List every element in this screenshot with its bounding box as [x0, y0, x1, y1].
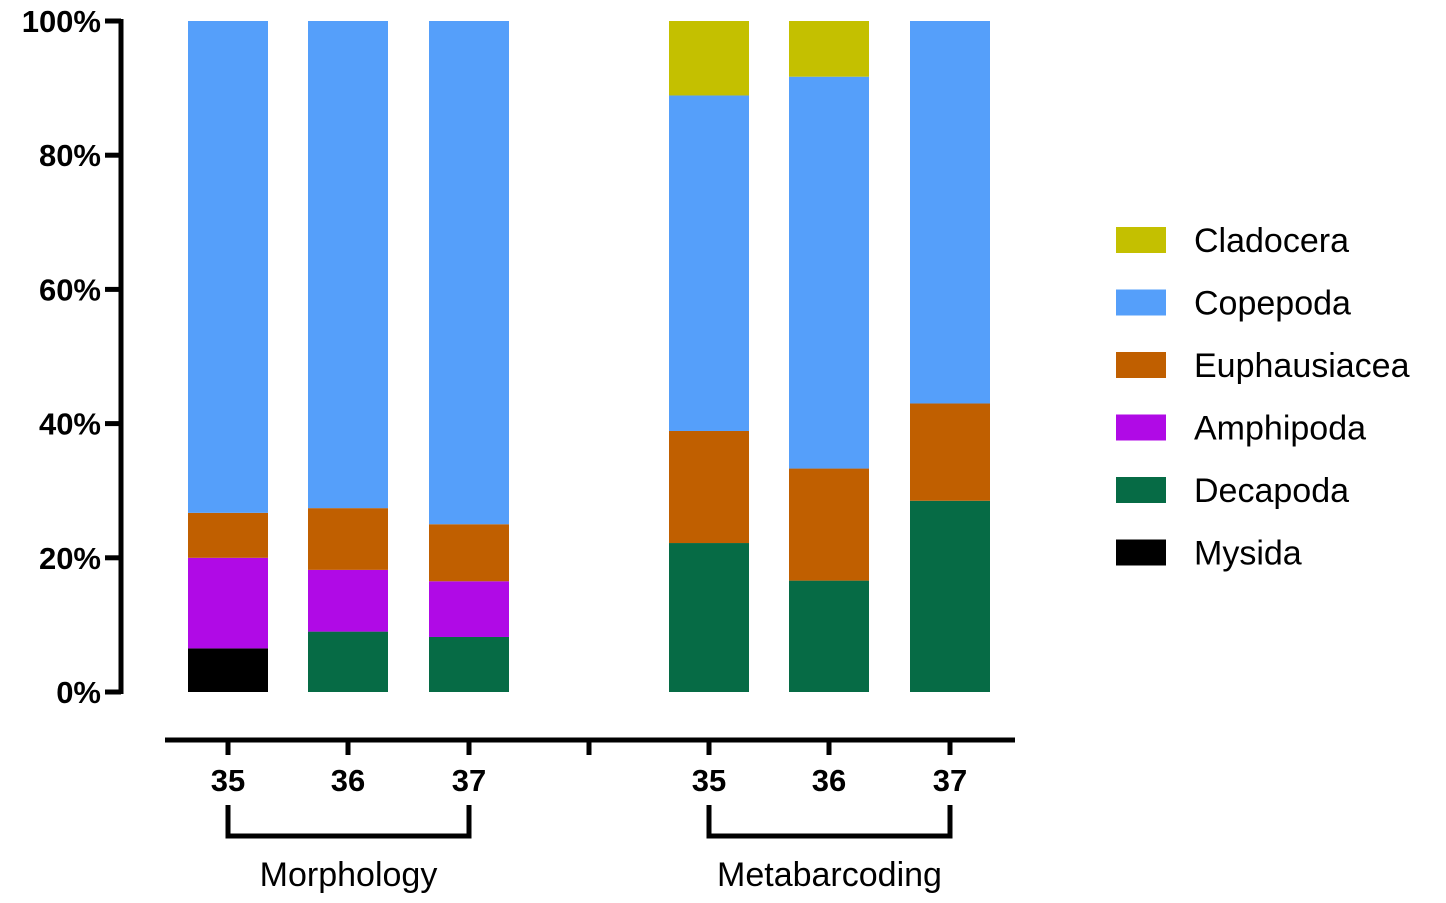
legend-label-euphausiacea: Euphausiacea [1194, 347, 1410, 385]
bar-morphology-36-euphausiacea [308, 508, 388, 570]
bar-metabarcoding-37-copepoda [910, 21, 990, 404]
group-bracket-morphology [225, 805, 472, 839]
bar-metabarcoding-37-euphausiacea [910, 403, 990, 501]
legend-label-cladocera: Cladocera [1194, 222, 1349, 260]
legend-swatch-cladocera [1116, 227, 1166, 253]
bar-morphology-35-euphausiacea [188, 512, 268, 558]
bar-morphology-37-euphausiacea [429, 524, 509, 582]
legend-swatch-amphipoda [1116, 414, 1166, 441]
bar-morphology-36-decapoda [308, 631, 388, 692]
bar-morphology-37-copepoda [429, 21, 509, 525]
y-axis: 0% 20% 40% 60% 80% 100% [22, 4, 124, 710]
x-tick-label: 37 [452, 763, 486, 798]
legend-swatch-decapoda [1116, 477, 1166, 503]
group-label-morphology: Morphology [260, 856, 438, 894]
bar-metabarcoding-36-copepoda [789, 76, 869, 469]
bars-layer [188, 21, 990, 692]
bar-morphology-36-copepoda [308, 21, 388, 509]
bar-metabarcoding-37-decapoda [910, 500, 990, 692]
legend-label-copepoda: Copepoda [1194, 285, 1351, 323]
y-tick-label: 20% [39, 541, 101, 576]
legend-swatch-copepoda [1116, 289, 1166, 316]
x-tick-label: 36 [331, 763, 365, 798]
legend-label-mysida: Mysida [1194, 535, 1302, 573]
bar-morphology-35-copepoda [188, 21, 268, 513]
x-axis: 35 36 37 35 36 37 [165, 737, 1015, 798]
bar-metabarcoding-35-cladocera [669, 21, 749, 96]
bar-metabarcoding-35-copepoda [669, 95, 749, 431]
y-tick-label: 100% [22, 4, 101, 39]
legend-swatch-euphausiacea [1116, 352, 1166, 378]
bar-morphology-37-amphipoda [429, 581, 509, 637]
group-brackets: Morphology Metabarcoding [225, 805, 953, 894]
y-tick-label: 60% [39, 272, 101, 307]
legend-label-amphipoda: Amphipoda [1194, 410, 1366, 448]
legend-swatch-mysida [1116, 539, 1166, 566]
bar-morphology-36-amphipoda [308, 569, 388, 632]
group-label-metabarcoding: Metabarcoding [717, 856, 942, 894]
legend-label-decapoda: Decapoda [1194, 472, 1349, 510]
x-tick-label: 35 [211, 763, 245, 798]
y-tick-label: 40% [39, 407, 101, 442]
bar-metabarcoding-36-decapoda [789, 580, 869, 692]
bar-morphology-35-mysida [188, 648, 268, 692]
group-bracket-metabarcoding [706, 805, 953, 839]
bar-morphology-35-amphipoda [188, 557, 268, 649]
bar-metabarcoding-35-euphausiacea [669, 430, 749, 544]
bar-morphology-37-decapoda [429, 636, 509, 692]
y-tick-label: 0% [56, 675, 101, 710]
x-tick-label: 37 [933, 763, 967, 798]
bar-metabarcoding-36-euphausiacea [789, 468, 869, 581]
x-tick-label: 35 [692, 763, 726, 798]
bar-metabarcoding-36-cladocera [789, 21, 869, 77]
legend: Cladocera Copepoda Euphausiacea Amphipoda De… [1116, 222, 1410, 573]
x-tick-label: 36 [812, 763, 846, 798]
bar-metabarcoding-35-decapoda [669, 543, 749, 692]
y-tick-label: 80% [39, 138, 101, 173]
